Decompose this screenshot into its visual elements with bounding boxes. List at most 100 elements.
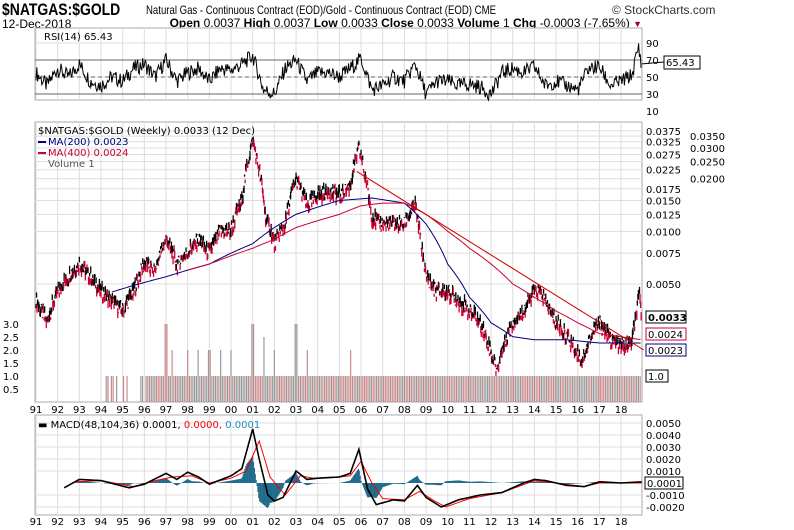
high-label: High	[243, 16, 271, 30]
x-tick-label: 12	[485, 517, 498, 528]
price-tick-label: 0.0125	[646, 210, 681, 221]
x-tick-label: 02	[268, 405, 281, 416]
x-tick-label: 94	[95, 405, 108, 416]
x-tick-label: 10	[441, 517, 454, 528]
rsi-tick-label: 10	[646, 107, 659, 118]
x-tick-label: 04	[311, 405, 324, 416]
exchange: CME	[474, 3, 496, 17]
price-tick-label: 0.0200	[690, 175, 725, 186]
x-tick-label: 98	[181, 517, 194, 528]
last-value-box	[645, 343, 687, 357]
rsi-tick-label: 30	[646, 90, 659, 101]
price-tick-label: 0.0300	[690, 144, 725, 155]
x-tick-label: 06	[355, 517, 368, 528]
x-tick-label: 92	[51, 517, 64, 528]
x-tick-label: 93	[73, 517, 86, 528]
x-tick-label: 02	[268, 517, 281, 528]
x-tick-label: 99	[203, 405, 216, 416]
last-value-label: 0.0033	[648, 313, 687, 324]
x-tick-label: 03	[290, 405, 303, 416]
x-tick-label: 12	[485, 405, 498, 416]
last-value-label: 0.0023	[648, 346, 683, 357]
x-tick-label: 15	[550, 517, 563, 528]
x-tick-label: 91	[30, 517, 43, 528]
x-tick-label: 97	[160, 517, 173, 528]
volume-tick-label: 1.0	[3, 372, 19, 383]
x-tick-label: 15	[550, 405, 563, 416]
x-tick-label: 09	[420, 405, 433, 416]
price-tick-label: 0.0100	[646, 227, 681, 238]
x-tick-label: 04	[311, 517, 324, 528]
x-tick-label: 08	[398, 405, 411, 416]
x-tick-label: 07	[376, 517, 389, 528]
moving-average-line-MA(400)	[187, 202, 641, 341]
trendline	[356, 170, 644, 351]
chg-value: -0.0003 (-7.65%)	[539, 16, 630, 30]
x-tick-label: 97	[160, 405, 173, 416]
price-tick-label: 0.0275	[646, 150, 681, 161]
x-tick-label: 98	[181, 405, 194, 416]
ma-legend: MA(400) 0.0024	[48, 148, 129, 159]
macd-legend: ▬ MACD(48,104,36) 0.0001, 0.0000, 0.0001	[38, 420, 260, 431]
open-label: Open	[169, 16, 201, 30]
macd-legend-part: 0.0001	[225, 420, 260, 431]
macd-last-value: 0.0001	[647, 479, 682, 490]
x-tick-label: 01	[246, 517, 259, 528]
panel-frame-0	[34, 27, 643, 101]
macd-tick-label: 0.0010	[646, 467, 681, 478]
rsi-last-pointer	[641, 61, 665, 65]
x-tick-label: 95	[116, 517, 129, 528]
macd-macd-line	[63, 428, 642, 508]
x-tick-label: 16	[571, 517, 584, 528]
down-triangle-icon: ▼	[633, 19, 642, 29]
x-tick-label: 13	[506, 517, 519, 528]
volume-tick-label: 0.5	[3, 385, 19, 396]
rsi-tick-label: 90	[646, 39, 659, 50]
volume-label: Volume	[457, 16, 500, 30]
copyright[interactable]: © StockCharts.com	[612, 3, 716, 17]
macd-last-box	[644, 476, 684, 490]
ma-legend: MA(200) 0.0023	[48, 137, 129, 148]
panel-frame-2	[34, 414, 643, 516]
x-tick-label: 03	[290, 517, 303, 528]
x-tick-label: 09	[420, 517, 433, 528]
close-value: 0.0033	[417, 16, 454, 30]
last-value-box	[645, 369, 669, 383]
x-tick-label: 99	[203, 517, 216, 528]
x-tick-label: 11	[463, 517, 476, 528]
symbol-description: Natural Gas - Continuous Contract (EOD)/…	[146, 3, 496, 17]
price-tick-label: 0.0150	[646, 197, 681, 208]
high-value: 0.0037	[273, 16, 311, 30]
x-tick-label: 05	[333, 517, 346, 528]
price-legend-title: $NATGAS:$GOLD (Weekly) 0.0033 (12 Dec)	[38, 126, 255, 137]
macd-legend-part: 0.0000,	[184, 420, 225, 431]
x-tick-label: 13	[506, 405, 519, 416]
open-value: 0.0037	[203, 16, 241, 30]
x-tick-label: 18	[615, 517, 628, 528]
macd-tick-label: 0.0040	[646, 431, 681, 442]
x-tick-label: 06	[355, 405, 368, 416]
x-tick-label: 11	[463, 405, 476, 416]
last-value-box	[645, 327, 687, 341]
x-tick-label: 96	[138, 405, 151, 416]
rsi-tick-label: 50	[646, 73, 659, 84]
price-tick-label: 0.0375	[646, 127, 681, 138]
macd-tick-label: 0.0020	[646, 455, 681, 466]
macd-legend-part: 0.0001,	[142, 420, 183, 431]
chg-label: Chg	[513, 16, 537, 30]
macd-tick-label: 0.0030	[646, 443, 681, 454]
description-text: Natural Gas - Continuous Contract (EOD)/…	[146, 3, 472, 17]
last-value-box	[645, 310, 687, 324]
volume-tick-label: 3.0	[3, 320, 19, 331]
rsi-tick-label: 70	[646, 56, 659, 67]
price-tick-label: 0.0175	[646, 185, 681, 196]
x-tick-label: 14	[528, 517, 541, 528]
legend-swatch	[38, 152, 46, 154]
price-tick-label: 0.0050	[646, 280, 681, 291]
price-tick-label: 0.0325	[646, 138, 681, 149]
macd-tick-label: -0.0010	[646, 491, 685, 502]
rsi-last-value: 65.43	[666, 58, 695, 69]
last-value-label: 1.0	[648, 372, 664, 383]
low-value: 0.0033	[341, 16, 378, 30]
